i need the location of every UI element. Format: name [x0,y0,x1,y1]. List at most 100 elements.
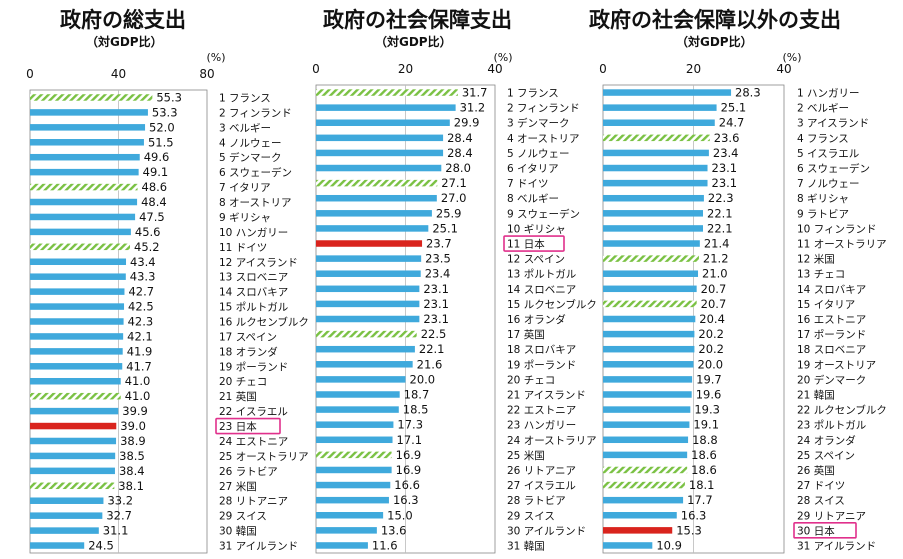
category-label: 2 ベルギー [797,103,849,115]
value-label: 18.6 [691,463,717,477]
category-label: 30 韓国 [219,526,257,538]
chart2-subtitle: （対GDP比） [375,35,452,49]
value-label: 27.0 [441,191,467,205]
value-label: 41.0 [125,374,151,388]
value-label: 16.6 [394,478,420,492]
bar [316,481,391,489]
value-label: 55.3 [156,90,182,104]
value-label: 19.3 [694,403,720,417]
category-label: 7 ドイツ [507,178,549,190]
bar [30,109,148,116]
bar [30,243,131,251]
value-label: 23.4 [425,267,451,281]
bar [316,345,415,353]
bar [603,119,715,126]
bar [30,153,140,161]
category-label: 31 アイルランド [219,541,298,553]
bar [30,318,124,325]
value-label: 42.5 [128,300,154,314]
category-label: 13 スロベニア [219,272,288,284]
bar [316,436,393,444]
value-label: 21.2 [703,252,729,266]
value-label: 42.7 [128,285,154,299]
bar [316,240,423,247]
value-label: 20.2 [698,342,724,356]
bar [30,467,115,475]
bar [603,194,704,202]
category-label: 5 デンマーク [219,151,282,164]
axis-tick-label: 40 [111,67,126,81]
value-label: 42.1 [127,329,153,343]
category-label: 11 ドイツ [219,242,267,254]
bar [30,542,85,549]
value-label: 28.4 [447,131,473,145]
value-label: 19.1 [693,418,719,432]
category-label: 15 ルクセンブルク [507,298,597,311]
value-label: 16.3 [681,508,707,522]
bar [30,213,136,221]
bar [316,466,392,474]
bar [316,149,444,157]
bar [316,496,389,504]
value-label: 22.1 [707,221,733,235]
bar [316,391,400,398]
category-label: 25 スペイン [797,450,855,462]
category-label: 30 日本 [797,524,835,537]
category-label: 5 イスラエル [797,148,859,160]
value-label: 45.2 [134,240,160,254]
bar [603,345,695,353]
category-label: 9 ラトビア [797,208,849,220]
value-label: 28.4 [447,146,473,160]
value-label: 18.8 [692,433,718,447]
bar [316,210,432,217]
bar [603,466,688,474]
bar [30,168,139,176]
value-label: 25.1 [721,101,747,115]
value-label: 49.1 [143,165,169,179]
category-label: 12 アイスランド [219,257,298,269]
bar [30,124,146,131]
bar [30,363,123,370]
bar [603,240,700,247]
category-label: 19 ポーランド [219,361,288,373]
bar [603,436,689,444]
value-label: 21.0 [702,267,728,281]
category-label: 27 ドイツ [797,480,845,492]
bar [603,104,717,111]
category-label: 2 フィンランド [507,103,580,115]
category-label: 13 チェコ [797,269,845,281]
value-label: 17.7 [687,493,713,507]
category-label: 29 スイス [507,510,555,522]
category-label: 4 フランス [797,133,849,145]
value-label: 11.6 [372,538,398,552]
value-label: 38.9 [120,434,146,448]
category-label: 31 アイルランド [797,540,876,552]
value-label: 38.1 [118,479,144,493]
value-label: 20.7 [701,297,727,311]
value-label: 28.3 [735,86,761,100]
category-label: 3 アイスランド [797,118,869,130]
category-label: 30 アイルランド [507,525,586,537]
bar [316,104,456,111]
value-label: 22.5 [421,327,447,341]
value-label: 19.6 [696,387,722,401]
value-label: 18.1 [689,478,715,492]
chart-total-spending: 0 40 80 (%) 55.3 1 フランス 53.3 2 フィンランド 52.0 3 ベルギー… [26,51,309,554]
bar [30,377,121,385]
chart3-subtitle: （対GDP比） [676,35,753,49]
bar [30,452,116,460]
bar [316,164,442,172]
category-label: 1 フランス [219,92,271,104]
axis-unit-label: (%) [782,51,801,64]
bar [30,303,125,310]
category-label: 16 ルクセンブルク [219,316,309,329]
category-label: 27 米国 [219,480,257,493]
bar [603,270,699,277]
axis-tick-label: 0 [599,62,607,76]
chart-social-security-spending: 0 20 40(%) 31.7 1 フランス 31.2 2 フィンランド 29.9 3 デンマー… [312,51,597,554]
bar [30,422,117,430]
value-label: 17.3 [397,418,423,432]
category-label: 9 スウェーデン [507,207,580,220]
category-label: 8 オーストリア [219,197,292,209]
